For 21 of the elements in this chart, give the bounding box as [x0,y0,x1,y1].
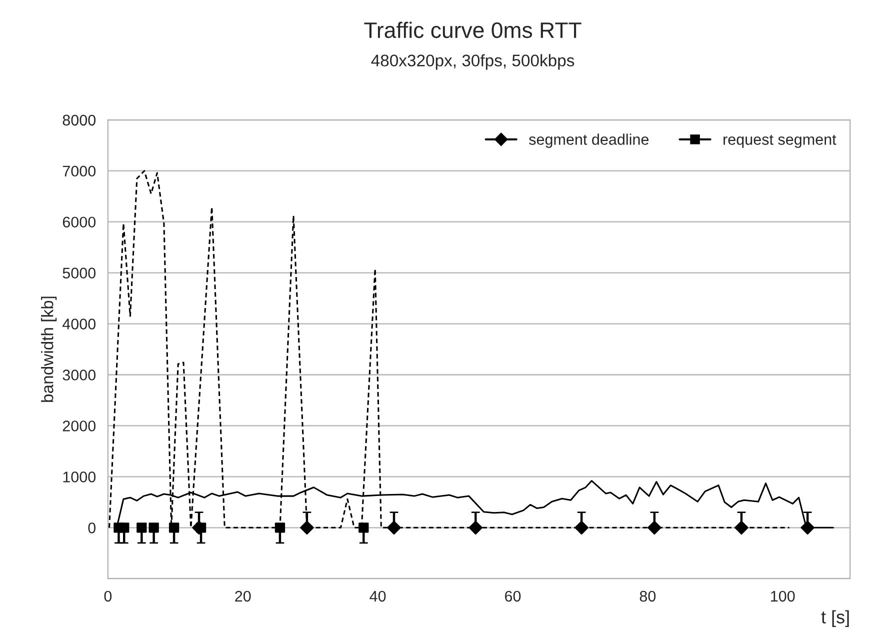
x-tick-label: 40 [370,590,386,602]
chart-subtitle: 480x320px, 30fps, 500kbps [371,54,574,70]
y-tick-label: 7000 [62,166,96,177]
y-tick-label: 3000 [62,370,96,380]
x-axis-title: t [s] [821,610,849,628]
x-tick-label: 100 [771,590,795,602]
y-tick-label: 5000 [62,268,96,278]
x-tick-label: 60 [505,590,521,602]
y-tick-label: 4000 [62,318,96,330]
x-tick-label: 0 [104,590,112,602]
y-tick-label: 0 [88,522,96,534]
chart-title: Traffic curve 0ms RTT [364,22,582,38]
x-tick-label: 80 [640,590,656,602]
y-tick-label: 8000 [62,114,96,126]
y-tick-label: 6000 [62,216,96,228]
legend-label: request segment [724,134,836,148]
y-tick-label: 1000 [63,472,96,482]
y-axis-title: bandwidth [kb] [41,296,57,402]
y-tick-label: 2000 [62,420,96,432]
x-tick-label: 20 [235,590,251,602]
legend-label: segment deadline [529,134,649,148]
